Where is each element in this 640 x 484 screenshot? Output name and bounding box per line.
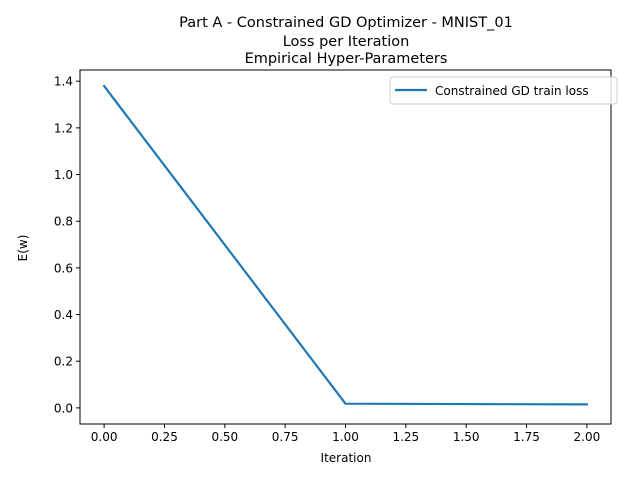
title-line-2: Loss per Iteration [283, 34, 410, 50]
x-tick-label: 0.00 [91, 430, 118, 444]
x-tick-label: 2.00 [574, 430, 601, 444]
x-tick-label: 1.25 [392, 430, 419, 444]
data-point [345, 403, 347, 405]
y-axis-label: E(w) [16, 235, 30, 262]
x-axis-ticks: 0.00 0.25 0.50 0.75 1.00 1.25 1.50 1.75 2.00 [91, 424, 600, 444]
y-tick-label: 1.0 [54, 168, 73, 182]
y-tick-label: 0.6 [54, 261, 73, 275]
plot-frame [79, 69, 612, 425]
y-tick-label: 1.4 [54, 75, 73, 89]
y-tick-label: 0.4 [54, 308, 73, 322]
x-axis-label: Iteration [321, 451, 372, 465]
x-tick-label: 0.25 [151, 430, 178, 444]
legend-box [389, 76, 618, 105]
x-tick-label: 0.75 [272, 430, 299, 444]
y-axis-ticks: 0.0 0.2 0.4 0.6 0.8 1.0 1.2 1.4 [54, 75, 80, 415]
x-tick-label: 1.75 [513, 430, 540, 444]
title-line-1: Part A - Constrained GD Optimizer - MNIS… [179, 15, 513, 31]
data-point [103, 85, 105, 87]
y-tick-label: 0.2 [54, 355, 73, 369]
series-line [102, 84, 588, 406]
x-tick-label: 0.50 [211, 430, 238, 444]
legend-label: Constrained GD train loss [435, 84, 589, 98]
y-tick-label: 0.8 [54, 215, 73, 229]
x-tick-label: 1.50 [453, 430, 480, 444]
series-layer [102, 84, 588, 406]
chart-title: Part A - Constrained GD Optimizer - MNIS… [179, 15, 513, 67]
legend: Constrained GD train loss [389, 76, 618, 105]
data-point [586, 403, 588, 405]
x-tick-label: 1.00 [332, 430, 359, 444]
y-tick-label: 0.0 [54, 401, 73, 415]
y-tick-label: 1.2 [54, 121, 73, 135]
title-line-3: Empirical Hyper-Parameters [245, 51, 448, 67]
